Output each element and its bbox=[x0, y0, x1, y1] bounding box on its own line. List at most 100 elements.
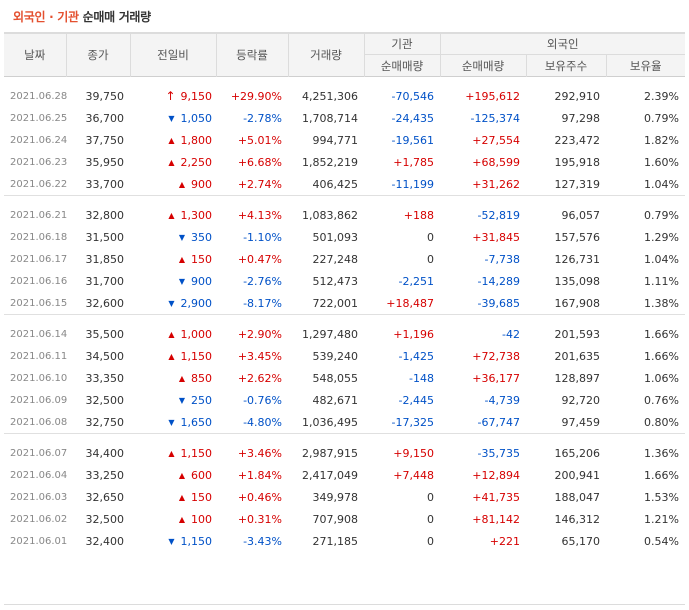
trading-table: 날짜 종가 전일비 등락률 거래량 기관 외국인 순매매량 순매매량 보유주수 … bbox=[4, 32, 685, 552]
change-value: 2,250 bbox=[180, 155, 213, 169]
close-cell: 39,750 bbox=[85, 89, 125, 103]
volume-cell: 406,425 bbox=[312, 177, 359, 191]
foreign-net-cell: +72,738 bbox=[472, 349, 520, 363]
change-cell: ▼ 350 bbox=[130, 226, 216, 248]
change-cell: ▲ 900 bbox=[130, 173, 216, 196]
triangle-down-icon: ▼ bbox=[178, 232, 185, 242]
header-rate: 등락률 bbox=[215, 33, 288, 77]
table-row: 2021.06.24 37,750 ▲ 1,800 +5.01% 994,771 -19,5… bbox=[4, 129, 685, 151]
change-value: 1,300 bbox=[180, 208, 213, 222]
change-cell: ↑ 9,150 bbox=[130, 85, 216, 107]
date-cell: 2021.06.21 bbox=[10, 209, 68, 221]
triangle-down-icon: ▼ bbox=[178, 276, 185, 286]
holdings-cell: 195,918 bbox=[554, 155, 601, 169]
holdings-cell: 126,731 bbox=[554, 252, 601, 266]
change-value: 1,150 bbox=[180, 349, 213, 363]
table-row: 2021.06.01 32,400 ▼ 1,150 -3.43% 271,185 0 +221… bbox=[4, 530, 685, 552]
volume-cell: 1,036,495 bbox=[302, 415, 358, 429]
close-cell: 32,500 bbox=[85, 512, 125, 526]
change-value: 150 bbox=[191, 252, 212, 266]
volume-cell: 1,297,480 bbox=[302, 327, 358, 341]
institution-net-cell: -148 bbox=[409, 371, 434, 385]
rate-cell: -1.10% bbox=[243, 230, 282, 244]
foreign-net-cell: -125,374 bbox=[470, 111, 520, 125]
institution-net-cell: +1,196 bbox=[393, 327, 434, 341]
change-cell: ▲ 1,150 bbox=[130, 345, 216, 367]
close-cell: 32,800 bbox=[85, 208, 125, 222]
foreign-net-cell: +195,612 bbox=[465, 89, 520, 103]
institution-net-cell: +7,448 bbox=[393, 468, 434, 482]
close-cell: 32,500 bbox=[85, 393, 125, 407]
change-cell: ▲ 100 bbox=[130, 508, 216, 530]
table-body: 2021.06.28 39,750 ↑ 9,150 +29.90% 4,251,306 -7… bbox=[4, 77, 685, 553]
close-cell: 31,850 bbox=[85, 252, 125, 266]
date-cell: 2021.06.14 bbox=[10, 328, 68, 340]
spacer-cell bbox=[4, 433, 685, 442]
holdings-cell: 97,459 bbox=[561, 415, 601, 429]
volume-cell: 1,708,714 bbox=[302, 111, 358, 125]
header-institution-group: 기관 bbox=[363, 33, 440, 55]
holdings-cell: 201,593 bbox=[554, 327, 601, 341]
date-cell: 2021.06.25 bbox=[10, 112, 68, 124]
triangle-up-icon: ▲ bbox=[178, 254, 185, 264]
table-row: 2021.06.14 35,500 ▲ 1,000 +2.90% 1,297,480 +1,… bbox=[4, 323, 685, 345]
foreign-net-cell: -4,739 bbox=[484, 393, 520, 407]
institution-net-cell: -11,199 bbox=[391, 177, 434, 191]
triangle-up-icon: ▲ bbox=[178, 373, 185, 383]
close-cell: 36,700 bbox=[85, 111, 125, 125]
foreign-net-cell: -67,747 bbox=[477, 415, 520, 429]
date-cell: 2021.06.24 bbox=[10, 134, 68, 146]
institution-net-cell: 0 bbox=[427, 490, 434, 504]
triangle-up-icon: ▲ bbox=[168, 135, 175, 145]
foreign-net-cell: -52,819 bbox=[477, 208, 520, 222]
close-cell: 35,950 bbox=[85, 155, 125, 169]
change-cell: ▼ 1,650 bbox=[130, 411, 216, 434]
holdings-cell: 97,298 bbox=[561, 111, 601, 125]
date-cell: 2021.06.03 bbox=[10, 491, 68, 503]
table-row: 2021.06.18 31,500 ▼ 350 -1.10% 501,093 0 +31,84… bbox=[4, 226, 685, 248]
date-cell: 2021.06.28 bbox=[10, 90, 68, 102]
institution-net-cell: +188 bbox=[403, 208, 434, 222]
rate-cell: +2.90% bbox=[237, 327, 282, 341]
date-cell: 2021.06.15 bbox=[10, 297, 68, 309]
institution-net-cell: -70,546 bbox=[391, 89, 434, 103]
date-cell: 2021.06.22 bbox=[10, 178, 68, 190]
date-cell: 2021.06.02 bbox=[10, 513, 68, 525]
ratio-cell: 1.60% bbox=[644, 155, 679, 169]
header-holdings: 보유주수 bbox=[525, 54, 606, 77]
institution-net-cell: +1,785 bbox=[393, 155, 434, 169]
table-header: 날짜 종가 전일비 등락률 거래량 기관 외국인 순매매량 순매매량 보유주수 … bbox=[4, 33, 685, 77]
holdings-cell: 223,472 bbox=[554, 133, 601, 147]
volume-cell: 1,083,862 bbox=[302, 208, 358, 222]
institution-net-cell: -24,435 bbox=[391, 111, 434, 125]
group-divider bbox=[4, 433, 685, 442]
header-change: 전일비 bbox=[129, 33, 216, 77]
foreign-net-cell: +68,599 bbox=[472, 155, 520, 169]
ratio-cell: 1.21% bbox=[644, 512, 679, 526]
ratio-cell: 1.36% bbox=[644, 446, 679, 460]
change-cell: ▲ 150 bbox=[130, 486, 216, 508]
holdings-cell: 167,908 bbox=[554, 296, 601, 310]
triangle-up-icon: ▲ bbox=[178, 470, 185, 480]
table-row: 2021.06.03 32,650 ▲ 150 +0.46% 349,978 0 +41,73… bbox=[4, 486, 685, 508]
change-cell: ▲ 1,300 bbox=[130, 204, 216, 226]
holdings-cell: 128,897 bbox=[554, 371, 601, 385]
ratio-cell: 1.66% bbox=[644, 468, 679, 482]
rate-cell: -0.76% bbox=[243, 393, 282, 407]
rate-cell: +3.46% bbox=[237, 446, 282, 460]
foreign-net-cell: +27,554 bbox=[472, 133, 520, 147]
change-cell: ▲ 850 bbox=[130, 367, 216, 389]
close-cell: 33,250 bbox=[85, 468, 125, 482]
table-row: 2021.06.22 33,700 ▲ 900 +2.74% 406,425 -11,199… bbox=[4, 173, 685, 196]
table-bottom-border bbox=[4, 604, 685, 605]
group-divider bbox=[4, 195, 685, 204]
holdings-cell: 65,170 bbox=[561, 534, 601, 548]
foreign-net-cell: +221 bbox=[489, 534, 520, 548]
header-date: 날짜 bbox=[4, 33, 66, 77]
group-divider bbox=[4, 314, 685, 323]
foreign-net-cell: +41,735 bbox=[472, 490, 520, 504]
foreign-net-cell: -39,685 bbox=[477, 296, 520, 310]
close-cell: 31,700 bbox=[85, 274, 125, 288]
ratio-cell: 1.66% bbox=[644, 327, 679, 341]
header-institution-net: 순매매량 bbox=[363, 54, 440, 77]
